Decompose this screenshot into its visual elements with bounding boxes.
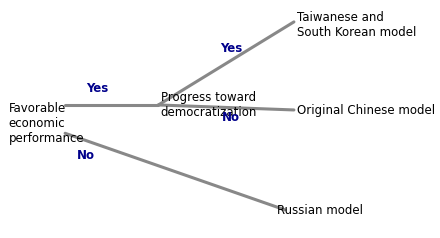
Text: Favorable
economic
performance: Favorable economic performance [9,102,84,145]
Text: Russian model: Russian model [277,204,363,217]
Text: No: No [222,111,240,124]
Text: Progress toward
democratization: Progress toward democratization [161,91,257,119]
Text: Original Chinese model: Original Chinese model [297,104,435,117]
Text: Yes: Yes [220,42,242,55]
Text: Taiwanese and
South Korean model: Taiwanese and South Korean model [297,11,416,39]
Text: Yes: Yes [86,82,108,95]
Text: No: No [77,149,95,162]
